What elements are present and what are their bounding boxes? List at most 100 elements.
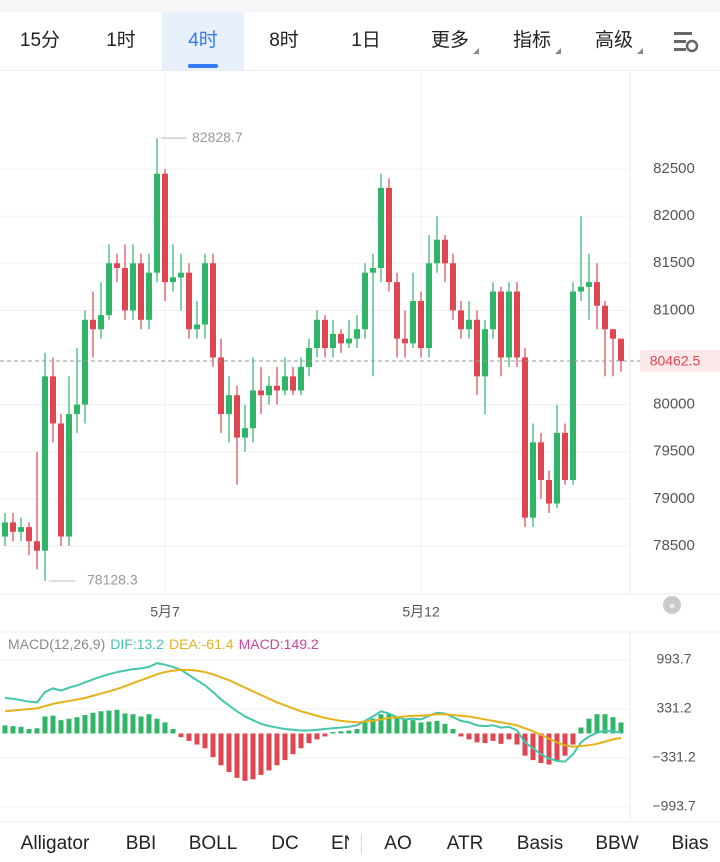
macd-bar	[402, 719, 408, 734]
interval-tab[interactable]: 1日	[351, 30, 381, 51]
macd-bar	[394, 716, 400, 734]
macd-bar	[538, 733, 544, 764]
macd-bar	[34, 728, 40, 734]
macd-bar	[138, 716, 144, 734]
candle-body	[74, 404, 80, 415]
candle-body	[258, 390, 264, 396]
candle-body	[362, 272, 368, 330]
candle-body	[146, 272, 152, 320]
icon-bar	[674, 48, 686, 51]
candle-body	[42, 376, 48, 551]
candle-body	[66, 414, 72, 537]
indicator-tab[interactable]: DC	[271, 833, 299, 854]
indicator-tab[interactable]: EN	[331, 833, 349, 854]
candle-body	[482, 329, 488, 377]
min-label: 78128.3	[87, 572, 138, 588]
indicator-tab[interactable]: Alligator	[20, 833, 90, 854]
macd-bar	[10, 726, 16, 734]
candle-body	[106, 263, 112, 316]
candle-body	[546, 479, 552, 504]
macd-bar	[434, 720, 440, 734]
last-price-box	[640, 350, 720, 373]
dropdown-caret	[637, 48, 643, 54]
y-tick-label: 79000	[653, 490, 695, 507]
interval-tab[interactable]: 15分	[19, 30, 61, 51]
candle-body	[498, 291, 504, 358]
macd-bar	[26, 729, 32, 734]
candle-body	[418, 300, 424, 349]
candle-body	[426, 263, 432, 349]
macd-bar	[90, 712, 96, 734]
dropdown-caret	[555, 48, 561, 54]
macd-bar	[554, 733, 560, 762]
candle-body	[586, 282, 592, 287]
reset-icon[interactable]	[663, 596, 681, 614]
macd-bar	[178, 733, 184, 738]
candle-body	[370, 267, 376, 273]
macd-bar	[274, 733, 280, 766]
divider	[361, 834, 362, 854]
candle-body	[178, 272, 184, 278]
macd-bar	[18, 726, 24, 734]
macd-bar	[410, 720, 416, 734]
indicator-tab[interactable]: Basis	[516, 833, 564, 854]
candle-body	[242, 428, 248, 438]
macd-bar	[266, 733, 272, 771]
indicator-tab[interactable]: ATR	[446, 833, 484, 854]
macd-bar	[66, 718, 72, 734]
macd-bar	[250, 733, 256, 780]
indicator-bar: Alligator BBI BOLL DC EN AO ATR Basis BBW Bias	[0, 826, 720, 862]
candle-body	[218, 357, 224, 415]
interval-tab[interactable]: 高级	[594, 30, 633, 51]
candle-body	[138, 263, 144, 320]
interval-tab[interactable]: 4时	[162, 12, 244, 70]
y-tick-label: 331.2	[656, 700, 691, 716]
macd-bar	[42, 716, 48, 734]
icon-gear	[685, 39, 699, 53]
candle-body	[122, 267, 128, 311]
macd-bar	[258, 733, 264, 775]
candle-body	[522, 357, 528, 518]
candle-body	[226, 395, 232, 415]
candle-body	[170, 277, 176, 283]
indicator-tab[interactable]: BBW	[595, 833, 639, 854]
candle-body	[194, 324, 200, 330]
y-tick-label: 81000	[653, 301, 695, 318]
candle-body	[450, 263, 456, 311]
interval-tab[interactable]: 指标	[512, 30, 551, 51]
macd-bar	[578, 727, 584, 734]
candle-body	[474, 319, 480, 377]
candle-body	[290, 376, 296, 391]
settings-icon[interactable]	[674, 32, 699, 53]
indicator-tab[interactable]: BBI	[125, 833, 157, 854]
macd-bar	[298, 733, 304, 749]
interval-tab[interactable]: 8时	[269, 30, 299, 51]
candle-body	[186, 272, 192, 330]
interval-tab[interactable]: 1时	[106, 30, 136, 51]
chart-bg	[0, 72, 720, 826]
candle-body	[578, 286, 584, 292]
status-strip	[0, 0, 720, 12]
candle-body	[354, 329, 360, 339]
interval-tab[interactable]: 更多	[430, 30, 469, 51]
indicator-tab[interactable]: AO	[384, 833, 412, 854]
macd-bar	[546, 733, 552, 765]
macd-bar	[74, 717, 80, 734]
macd-bar	[210, 733, 216, 758]
macd-bar	[146, 714, 152, 734]
indicator-tab[interactable]: BOLL	[188, 833, 238, 854]
candle-body	[514, 291, 520, 358]
macd-bar	[234, 733, 240, 778]
candle-body	[266, 385, 272, 396]
macd-bar	[442, 723, 448, 734]
macd-bar	[306, 733, 312, 744]
max-label: 82828.7	[192, 129, 243, 145]
candle-body	[98, 315, 104, 330]
macd-bar	[114, 709, 120, 734]
macd-header-item: DEA:-61.4	[169, 636, 234, 652]
macd-bar	[346, 730, 352, 734]
macd-bar	[122, 713, 128, 734]
candle-body	[34, 541, 40, 551]
indicator-tab[interactable]: Bias	[671, 833, 709, 854]
